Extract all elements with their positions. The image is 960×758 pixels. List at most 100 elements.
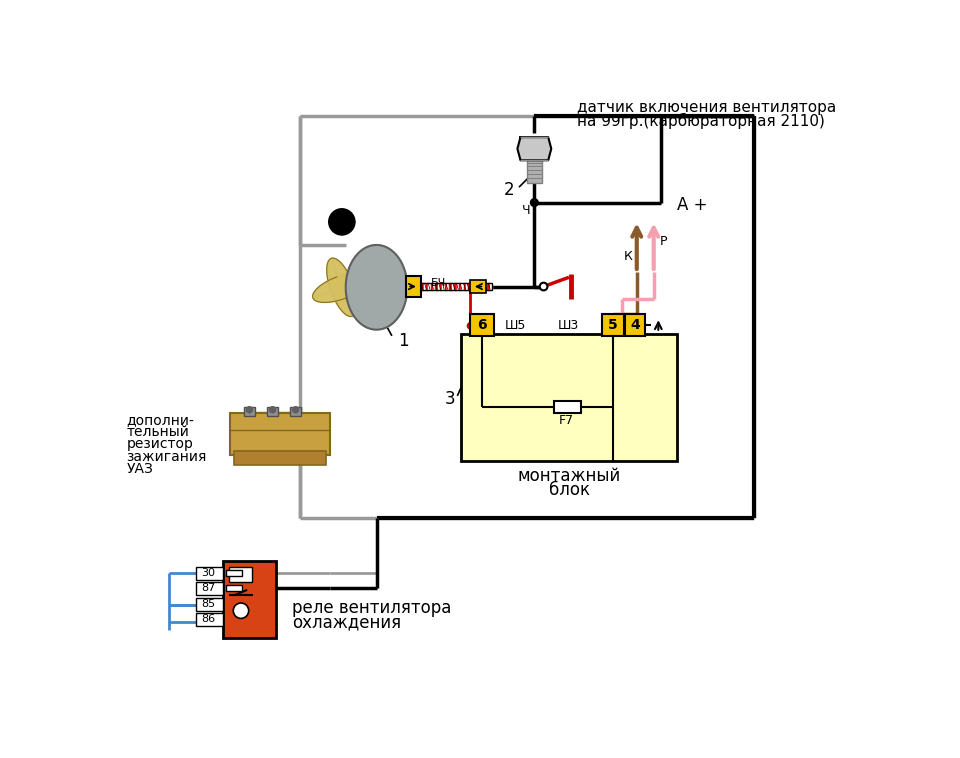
Polygon shape xyxy=(328,208,342,222)
Bar xyxy=(234,451,326,465)
Polygon shape xyxy=(423,283,426,290)
Bar xyxy=(554,400,581,413)
Polygon shape xyxy=(468,283,470,290)
Polygon shape xyxy=(540,283,547,290)
Bar xyxy=(527,160,542,183)
Polygon shape xyxy=(444,283,447,290)
Polygon shape xyxy=(470,283,473,290)
Polygon shape xyxy=(346,245,407,330)
Polygon shape xyxy=(331,258,357,316)
Polygon shape xyxy=(468,323,473,329)
Polygon shape xyxy=(326,258,352,317)
Bar xyxy=(196,613,223,626)
Bar xyxy=(230,413,330,455)
Text: 4: 4 xyxy=(631,318,640,332)
Text: 5: 5 xyxy=(608,318,618,332)
Bar xyxy=(625,315,645,336)
Polygon shape xyxy=(466,283,468,290)
Text: тельный: тельный xyxy=(127,425,189,439)
Bar xyxy=(406,276,421,297)
Text: Ш3: Ш3 xyxy=(558,318,579,331)
Text: 87: 87 xyxy=(202,584,216,594)
Text: 30: 30 xyxy=(202,568,216,578)
Text: Ш5: Ш5 xyxy=(505,318,526,331)
Text: 86: 86 xyxy=(202,614,216,624)
Polygon shape xyxy=(426,283,428,290)
Polygon shape xyxy=(443,283,444,290)
Polygon shape xyxy=(342,208,355,222)
Polygon shape xyxy=(475,283,478,290)
Bar xyxy=(244,406,254,416)
Text: Ч: Ч xyxy=(522,204,531,217)
Bar xyxy=(470,315,493,336)
Text: реле вентилятора: реле вентилятора xyxy=(292,599,451,617)
Polygon shape xyxy=(342,221,355,235)
Polygon shape xyxy=(454,283,457,290)
Text: зажигания: зажигания xyxy=(127,449,206,464)
Text: 85: 85 xyxy=(202,599,216,609)
Text: БЧ: БЧ xyxy=(430,277,445,288)
Text: резистор: резистор xyxy=(127,437,193,452)
Polygon shape xyxy=(462,283,464,290)
Bar xyxy=(421,283,492,290)
Polygon shape xyxy=(313,272,371,298)
Polygon shape xyxy=(421,283,423,290)
Bar xyxy=(227,585,242,591)
Bar xyxy=(196,597,223,611)
Polygon shape xyxy=(270,406,276,413)
Polygon shape xyxy=(478,283,480,290)
Bar xyxy=(196,567,223,580)
Text: 1: 1 xyxy=(398,332,409,350)
Polygon shape xyxy=(452,283,454,290)
Bar xyxy=(267,406,278,416)
Bar xyxy=(223,561,276,637)
Text: 3: 3 xyxy=(444,390,455,408)
Text: охлаждения: охлаждения xyxy=(292,613,401,631)
Bar xyxy=(228,567,252,582)
Text: на 99гр.(карбюраторная 2110): на 99гр.(карбюраторная 2110) xyxy=(577,112,825,129)
Polygon shape xyxy=(531,199,539,206)
Polygon shape xyxy=(293,406,299,413)
Text: ПБ: ПБ xyxy=(479,314,497,327)
Bar xyxy=(227,570,242,576)
Bar xyxy=(602,315,624,336)
Polygon shape xyxy=(447,283,449,290)
Circle shape xyxy=(233,603,249,619)
Text: дополни-: дополни- xyxy=(127,413,194,427)
Text: УАЗ: УАЗ xyxy=(127,462,154,476)
Text: датчик включения вентилятора: датчик включения вентилятора xyxy=(577,100,836,115)
Bar xyxy=(196,582,223,595)
Polygon shape xyxy=(517,137,551,160)
Bar xyxy=(290,406,301,416)
Polygon shape xyxy=(328,221,342,235)
Text: 6: 6 xyxy=(477,318,487,332)
Polygon shape xyxy=(464,283,466,290)
Text: монтажный: монтажный xyxy=(517,467,620,485)
Polygon shape xyxy=(480,283,483,290)
Text: блок: блок xyxy=(548,481,589,499)
Polygon shape xyxy=(433,283,435,290)
Polygon shape xyxy=(488,283,490,290)
Polygon shape xyxy=(449,283,452,290)
Text: К: К xyxy=(623,250,632,263)
Polygon shape xyxy=(490,283,492,290)
Bar xyxy=(470,280,486,293)
Polygon shape xyxy=(459,283,462,290)
Polygon shape xyxy=(440,283,443,290)
Text: F7: F7 xyxy=(559,414,574,427)
Polygon shape xyxy=(457,283,459,290)
Polygon shape xyxy=(428,283,431,290)
Circle shape xyxy=(540,283,547,290)
Polygon shape xyxy=(435,283,438,290)
Polygon shape xyxy=(473,283,475,290)
Polygon shape xyxy=(483,283,485,290)
Polygon shape xyxy=(438,283,440,290)
Polygon shape xyxy=(485,283,488,290)
Polygon shape xyxy=(313,277,372,302)
Text: Р: Р xyxy=(660,235,667,248)
Polygon shape xyxy=(247,406,252,413)
Text: А +: А + xyxy=(677,196,708,214)
Bar xyxy=(461,334,677,461)
Polygon shape xyxy=(339,219,345,225)
Text: 2: 2 xyxy=(504,180,515,199)
